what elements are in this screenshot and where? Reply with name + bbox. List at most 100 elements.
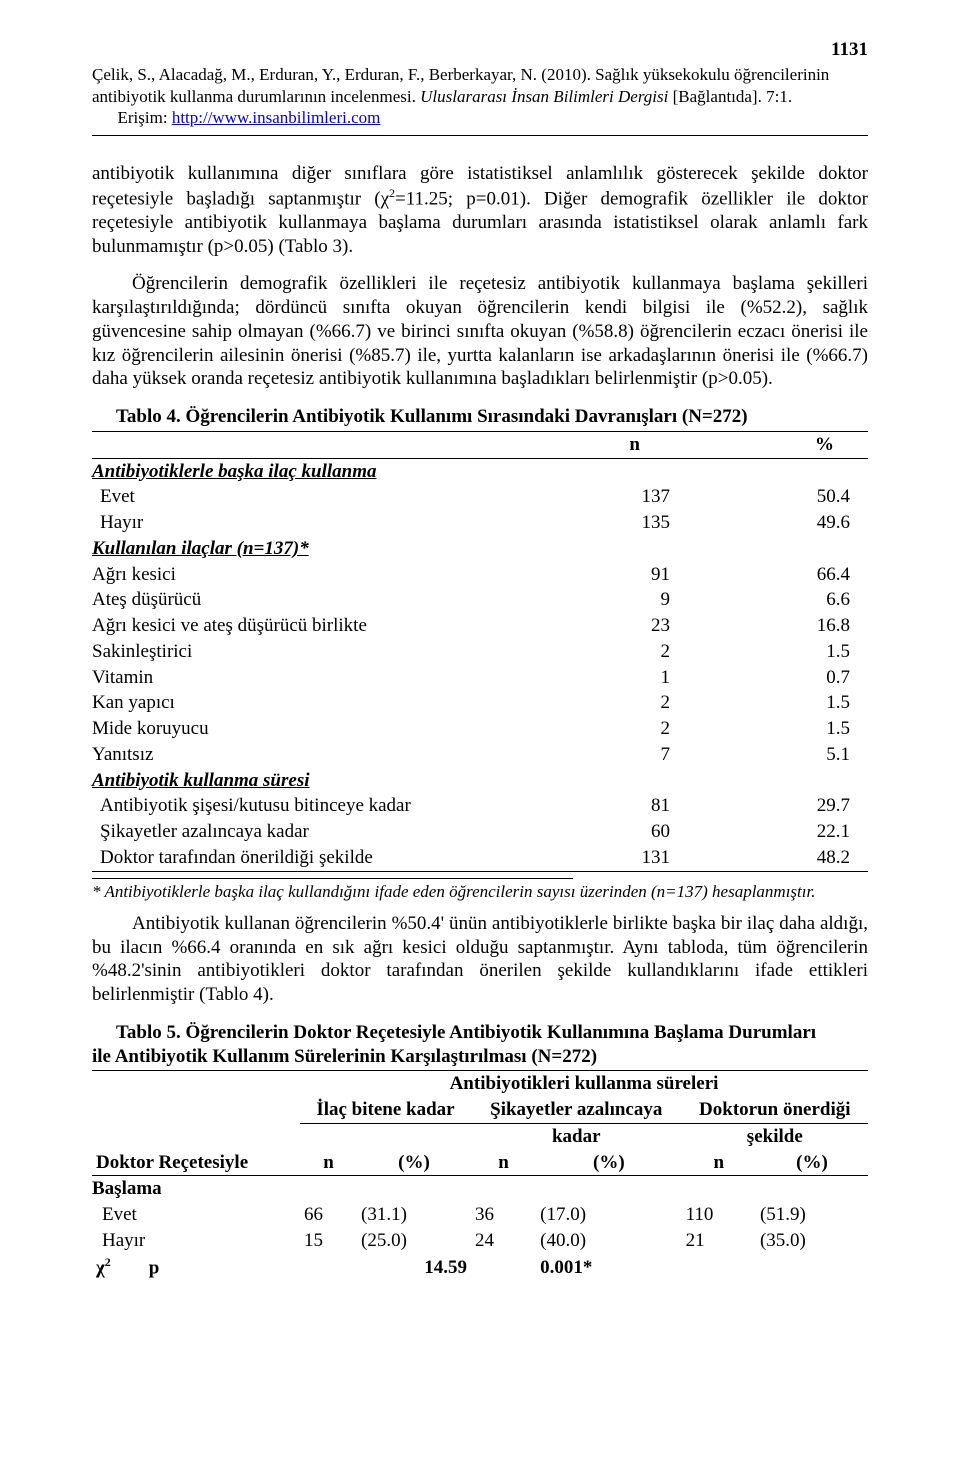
table4-row-n: 60	[550, 819, 740, 845]
table-row: Ağrı kesici9166.4	[92, 562, 868, 588]
table4-row-n: 2	[550, 639, 740, 665]
table5: Antibiyotikleri kullanma süreleri İlaç b…	[92, 1070, 868, 1280]
table-row: Hayır13549.6	[92, 510, 868, 536]
citation-link[interactable]: http://www.insanbilimleri.com	[172, 108, 381, 127]
citation-journal: Uluslararası İnsan Bilimleri Dergisi	[420, 87, 668, 106]
table5-cell-n: 36	[471, 1202, 536, 1228]
page-number: 1131	[92, 38, 868, 62]
table-row: Mide koruyucu21.5	[92, 716, 868, 742]
table5-sub-p-1: (%)	[357, 1150, 471, 1176]
table4-row-p: 1.5	[740, 639, 868, 665]
table4-row-p: 48.2	[740, 845, 868, 871]
table4-footnote: * Antibiyotiklerle başka ilaç kullandığı…	[92, 881, 868, 902]
table4-row-p: 1.5	[740, 716, 868, 742]
table4-row-n: 7	[550, 742, 740, 768]
table5-sub-p-2: (%)	[536, 1150, 681, 1176]
table4-row-n: 1	[550, 665, 740, 691]
table5-cell-n: 66	[300, 1202, 357, 1228]
table5-colgroup-3a: Doktorun önerdiği	[682, 1097, 868, 1123]
table4-row-p: 29.7	[740, 793, 868, 819]
table4-row-n: 2	[550, 690, 740, 716]
table5-title-1: Tablo 5. Öğrencilerin Doktor Reçetesiyle…	[116, 1022, 816, 1043]
table4-row-label: Antibiyotik şişesi/kutusu bitinceye kada…	[92, 793, 550, 819]
table5-cell-n: 110	[682, 1202, 756, 1228]
table4-row-n: 9	[550, 587, 740, 613]
table4-row-label: Ağrı kesici ve ateş düşürücü birlikte	[92, 613, 550, 639]
table5-chi-label: χ2 p	[92, 1254, 300, 1281]
table4-section-row: Kullanılan ilaçlar (n=137)*	[92, 536, 868, 562]
table4-row-n: 23	[550, 613, 740, 639]
table4-title-text: Tablo 4. Öğrencilerin Antibiyotik Kullan…	[116, 406, 748, 427]
table-row: Evet13750.4	[92, 484, 868, 510]
table4-section-label: Antibiyotiklerle başka ilaç kullanma	[92, 458, 868, 484]
table4-title: Tablo 4. Öğrencilerin Antibiyotik Kullan…	[92, 405, 868, 429]
table5-row-label: Hayır	[92, 1228, 300, 1254]
citation-bracket: [Bağlantıda]. 7:1.	[673, 87, 792, 106]
table4-row-p: 5.1	[740, 742, 868, 768]
table5-cell-n: 15	[300, 1228, 357, 1254]
table-row: Evet66(31.1)36(17.0)110(51.9)	[92, 1202, 868, 1228]
table-row: Doktor tarafından önerildiği şekilde1314…	[92, 845, 868, 871]
table4-section-label: Kullanılan ilaçlar (n=137)*	[92, 536, 868, 562]
table4-row-n: 135	[550, 510, 740, 536]
table5-cell-pct: (25.0)	[357, 1228, 471, 1254]
table4-row-label: Sakinleştirici	[92, 639, 550, 665]
table4-row-p: 66.4	[740, 562, 868, 588]
table-row: Yanıtsız75.1	[92, 742, 868, 768]
table4-row-p: 0.7	[740, 665, 868, 691]
table4-row-label: Ateş düşürücü	[92, 587, 550, 613]
table5-cell-pct: (51.9)	[756, 1202, 868, 1228]
table4-row-n: 137	[550, 484, 740, 510]
header-divider	[92, 135, 868, 136]
table5-colgroup-2b: kadar	[471, 1123, 682, 1149]
table5-sub-n-1: n	[300, 1150, 357, 1176]
table5-sub-p-3: (%)	[756, 1150, 868, 1176]
table4-row-n: 81	[550, 793, 740, 819]
table5-row-label: Evet	[92, 1202, 300, 1228]
table-row: Kan yapıcı21.5	[92, 690, 868, 716]
table5-colgroup-3b: şekilde	[682, 1123, 868, 1149]
table5-colgroup-1a: İlaç bitene kadar	[300, 1097, 471, 1123]
table4: n % Antibiyotiklerle başka ilaç kullanma…	[92, 431, 868, 872]
page: 1131 Çelik, S., Alacadağ, M., Erduran, Y…	[0, 0, 960, 1321]
table5-chi-value: 14.59	[357, 1254, 471, 1281]
table4-section-row: Antibiyotiklerle başka ilaç kullanma	[92, 458, 868, 484]
table4-row-n: 131	[550, 845, 740, 871]
table4-row-p: 22.1	[740, 819, 868, 845]
table4-row-label: Ağrı kesici	[92, 562, 550, 588]
paragraph-3: Antibiyotik kullanan öğrencilerin %50.4'…	[92, 912, 868, 1007]
table-row: Şikayetler azalıncaya kadar6022.1	[92, 819, 868, 845]
table5-sub-n-3: n	[682, 1150, 756, 1176]
table5-cell-n: 21	[682, 1228, 756, 1254]
table4-row-p: 1.5	[740, 690, 868, 716]
table5-sub-n-2: n	[471, 1150, 536, 1176]
table4-row-n: 2	[550, 716, 740, 742]
citation-access-prefix: Erişim:	[118, 108, 172, 127]
table5-cell-pct: (17.0)	[536, 1202, 681, 1228]
table5-title: Tablo 5. Öğrencilerin Doktor Reçetesiyle…	[92, 1021, 868, 1069]
table5-cell-pct: (35.0)	[756, 1228, 868, 1254]
table-row: Sakinleştirici21.5	[92, 639, 868, 665]
table5-cell-pct: (40.0)	[536, 1228, 681, 1254]
paragraph-2: Öğrencilerin demografik özellikleri ile …	[92, 272, 868, 391]
table5-cell-n: 24	[471, 1228, 536, 1254]
table-row: Ağrı kesici ve ateş düşürücü birlikte231…	[92, 613, 868, 639]
table-row: Vitamin10.7	[92, 665, 868, 691]
table-row: Antibiyotik şişesi/kutusu bitinceye kada…	[92, 793, 868, 819]
table4-row-label: Vitamin	[92, 665, 550, 691]
paragraph-1: antibiyotik kullanımına diğer sınıflara …	[92, 162, 868, 258]
table4-row-label: Şikayetler azalıncaya kadar	[92, 819, 550, 845]
table5-colgroup-1b	[300, 1123, 471, 1149]
table4-row-label: Kan yapıcı	[92, 690, 550, 716]
table5-title-2: ile Antibiyotik Kullanım Sürelerinin Kar…	[92, 1046, 597, 1067]
table4-row-label: Yanıtsız	[92, 742, 550, 768]
table4-col-p: %	[740, 431, 868, 458]
table4-section-label: Antibiyotik kullanma süresi	[92, 768, 868, 794]
table4-col-n: n	[550, 431, 740, 458]
table4-row-label: Doktor tarafından önerildiği şekilde	[92, 845, 550, 871]
table4-section-row: Antibiyotik kullanma süresi	[92, 768, 868, 794]
table-row: Hayır15(25.0)24(40.0)21(35.0)	[92, 1228, 868, 1254]
table4-footnote-rule	[92, 878, 573, 879]
table4-row-p: 6.6	[740, 587, 868, 613]
table4-row-label: Hayır	[92, 510, 550, 536]
